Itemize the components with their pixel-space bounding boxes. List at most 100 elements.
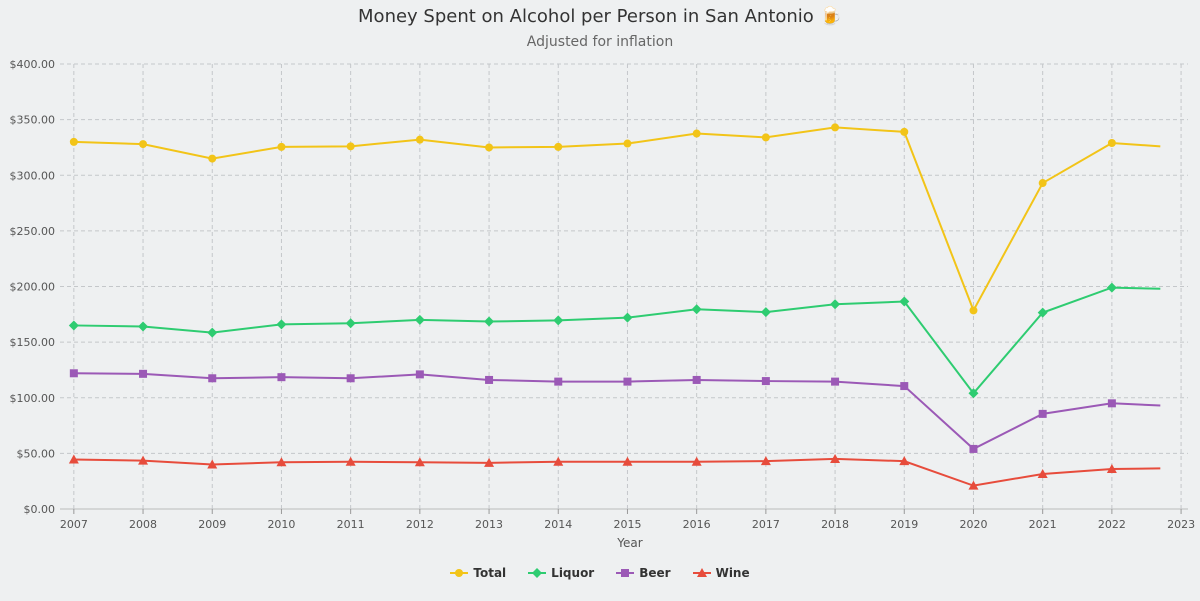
y-tick-label: $400.00 [10,58,56,71]
series-line-beer [73,372,1161,451]
legend-marker-square-icon [616,569,635,577]
chart-title: Money Spent on Alcohol per Person in San… [358,6,842,27]
data-point-liquor [830,299,841,310]
legend: Total Liquor Beer Wine [0,566,1200,580]
data-point-beer [277,373,286,382]
data-point-beer [831,377,840,386]
axis-layer: $0.00 $50.00 $100.00 $150.00 $200.00 $250.00 $… [10,58,1196,531]
y-tick-label: $50.00 [17,447,56,460]
series-beer [69,369,1161,453]
legend-symbol [455,569,464,577]
series-line-total [73,126,1161,313]
legend-item-total[interactable]: Total [450,566,506,580]
data-point-beer [1038,409,1047,418]
data-point-total [900,127,909,136]
data-point-wine [207,459,218,469]
legend-label: Total [473,566,507,580]
x-tick-label: 2019 [890,518,918,531]
data-point-wine [484,457,495,467]
x-tick-label: 2022 [1098,518,1126,531]
data-point-total [346,142,355,151]
data-point-beer [1107,399,1116,408]
legend-symbol [696,568,707,577]
data-point-total [485,143,494,152]
data-point-wine [345,456,356,466]
x-tick-label: 2021 [1029,518,1057,531]
legend-marker-circle-icon [450,569,469,577]
y-tick-label: $300.00 [10,169,56,182]
data-point-liquor [138,321,149,332]
x-tick-label: 2007 [60,518,88,531]
data-point-total [208,154,217,163]
legend-item-beer[interactable]: Beer [616,566,671,580]
x-tick-label: 2010 [267,518,295,531]
data-point-liquor [207,327,218,338]
data-point-total [415,135,424,144]
data-point-wine [899,456,910,466]
data-point-liquor [1037,307,1048,318]
data-point-liquor [760,307,771,318]
y-tick-label: $0.00 [24,503,56,516]
data-point-total [139,140,148,149]
data-point-beer [415,370,424,379]
data-point-wine [414,457,425,467]
series-line-wine [73,457,1161,487]
data-point-liquor [484,316,495,327]
data-point-liquor [899,296,910,307]
data-point-total [831,123,840,132]
y-tick-label: $100.00 [10,392,56,405]
data-point-beer [346,374,355,383]
data-point-total [277,142,286,151]
x-tick-label: 2013 [475,518,503,531]
data-point-liquor [68,320,79,331]
data-point-total [761,133,770,142]
x-tick-label: 2017 [752,518,780,531]
legend-symbol [621,569,630,577]
x-tick-label: 2016 [683,518,711,531]
series-liquor [68,282,1161,399]
data-point-total [554,142,563,151]
series-layer [68,123,1161,490]
data-point-wine [760,456,771,466]
data-point-liquor [414,314,425,325]
data-point-total [1107,138,1116,147]
x-tick-label: 2008 [129,518,157,531]
data-point-beer [485,375,494,384]
x-tick-label: 2014 [544,518,572,531]
legend-label: Wine [715,566,750,580]
grid-layer [60,63,1188,510]
data-point-beer [554,377,563,386]
data-point-beer [623,377,632,386]
x-tick-label: 2012 [406,518,434,531]
legend-item-wine[interactable]: Wine [692,566,750,580]
data-point-liquor [691,304,702,315]
series-total [69,123,1161,315]
data-point-total [623,139,632,148]
legend-item-liquor[interactable]: Liquor [528,566,594,580]
legend-label: Beer [639,566,671,580]
data-point-beer [208,374,217,383]
data-point-total [692,129,701,138]
y-tick-label: $350.00 [10,114,56,127]
legend-marker-triangle-icon [692,568,711,577]
x-axis-title: Year [616,536,642,550]
data-point-liquor [345,318,356,329]
data-point-total [69,137,78,146]
data-point-liquor [276,319,287,330]
data-point-liquor [622,312,633,323]
data-point-beer [900,382,909,391]
data-point-wine [553,456,564,466]
data-point-beer [761,377,770,386]
data-point-liquor [553,315,564,326]
data-point-wine [276,457,287,467]
data-point-beer [69,369,78,378]
legend-marker-diamond-icon [528,568,547,578]
y-tick-label: $250.00 [10,225,56,238]
y-tick-label: $150.00 [10,336,56,349]
x-tick-label: 2009 [198,518,226,531]
x-tick-label: 2015 [613,518,641,531]
data-point-wine [830,453,841,463]
data-point-wine [968,480,979,490]
data-point-wine [68,454,79,464]
